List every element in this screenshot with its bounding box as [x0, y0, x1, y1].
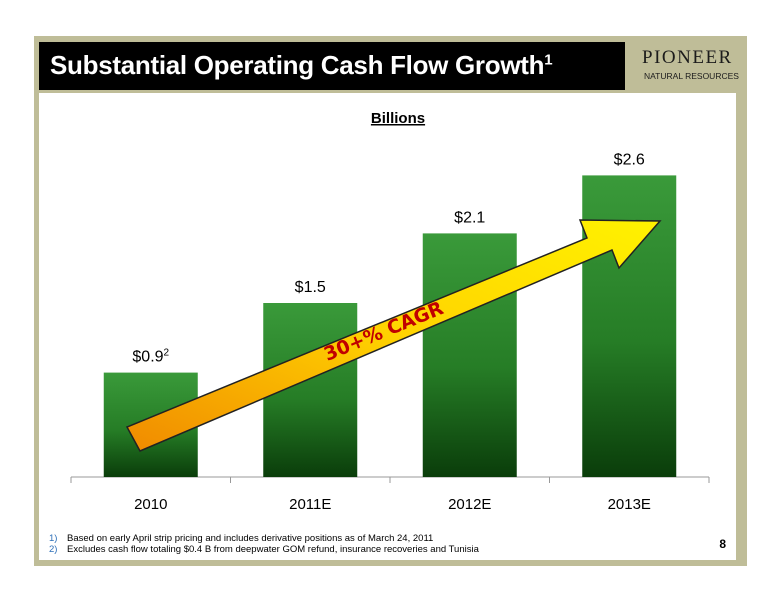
data-label-superscript: 2: [164, 348, 170, 359]
bar-2012E: [422, 233, 517, 477]
footnote-1: 1) Based on early April strip pricing and…: [49, 533, 434, 544]
x-tick-label-2012E: 2012E: [448, 496, 491, 513]
x-tick-label-2013E: 2013E: [608, 496, 651, 513]
bar-chart: Billions $0.92 2010 $1.5 2011E $2.1 2012E $2.6 2…: [70, 110, 710, 513]
company-logo: PIONEER NATURAL RESOURCES: [630, 42, 742, 86]
data-label-2011E: $1.5: [295, 279, 326, 296]
logo-subtitle: NATURAL RESOURCES: [644, 71, 739, 81]
chart-panel: Billions $0.92 2010 $1.5 2011E $2.1 2012E $2.6 2…: [39, 93, 736, 560]
data-label-2012E: $2.1: [454, 209, 485, 226]
chart-title: Billions: [371, 110, 425, 127]
cagr-arrow: [125, 219, 662, 452]
data-label-2010: $0.92: [132, 348, 169, 366]
logo-wordmark: PIONEER: [642, 47, 733, 68]
title-bar: Substantial Operating Cash Flow Growth1: [39, 42, 625, 90]
page-number: 8: [719, 537, 726, 551]
footnote-2: 2) Excludes cash flow totaling $0.4 B fro…: [49, 544, 479, 555]
data-label-2013E: $2.6: [614, 151, 645, 168]
page-title: Substantial Operating Cash Flow Growth1: [50, 50, 553, 80]
x-tick-label-2010: 2010: [134, 496, 167, 513]
x-tick-label-2011E: 2011E: [289, 496, 331, 513]
footnotes: 1) Based on early April strip pricing and…: [49, 533, 479, 555]
